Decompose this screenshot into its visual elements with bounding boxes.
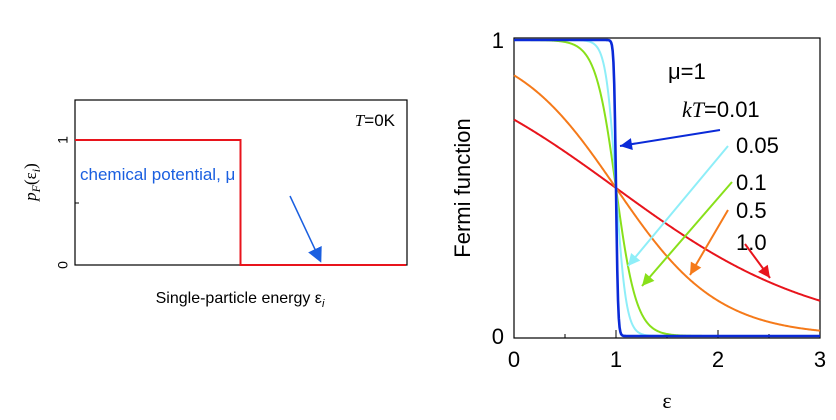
arrowhead-kt-1.0 xyxy=(758,264,770,278)
right-xtick-label-3: 3 xyxy=(814,347,826,372)
fermi-curve-kt-0.1 xyxy=(514,39,820,337)
fermi-curve-kt-0.05 xyxy=(514,39,820,337)
arrow-kt-0.5 xyxy=(689,209,729,276)
left-ytick-label-1: 1 xyxy=(55,136,71,144)
series-label-kt-0.5: 0.5 xyxy=(736,198,767,223)
right-ytick-label-1: 1 xyxy=(492,28,504,53)
right-xlabel: ε xyxy=(662,388,671,413)
right-mu-label: μ=1 xyxy=(668,59,706,84)
right-curves xyxy=(513,38,821,338)
right-ticks: 0 1 2 3 0 1 xyxy=(492,28,826,372)
arrow-kt-0.05 xyxy=(627,145,729,267)
left-chemical-potential-label: chemical potential, μ xyxy=(80,165,235,184)
arrowhead-kt-0.01 xyxy=(620,138,633,151)
arrowhead-kt-0.5 xyxy=(690,261,702,275)
right-xtick-label-2: 2 xyxy=(712,347,724,372)
right-kt-label: kT=0.01 xyxy=(682,97,760,122)
right-series-labels: 0.05 0.1 0.5 1.0 xyxy=(736,133,779,255)
series-label-kt-0.05: 0.05 xyxy=(736,133,779,158)
right-xtick-label-1: 1 xyxy=(610,347,622,372)
left-ytick-label-0: 0 xyxy=(55,261,71,269)
arrowhead-kt-0.05 xyxy=(628,252,641,266)
fermi-curve-kt-0.01 xyxy=(514,38,820,338)
left-ylabel: pF(εi) xyxy=(21,163,43,202)
left-step-series xyxy=(75,139,406,266)
left-chemical-potential-arrow xyxy=(289,195,322,263)
series-label-kt-1.0: 1.0 xyxy=(736,230,767,255)
fermi-curve-kt-1.0 xyxy=(513,118,821,302)
arrow-kt-0.01 xyxy=(619,129,721,147)
right-ytick-label-0: 0 xyxy=(492,324,504,349)
series-label-kt-0.1: 0.1 xyxy=(736,170,767,195)
fermi-curve-kt-0.5 xyxy=(513,74,821,332)
right-ylabel: Fermi function xyxy=(450,118,475,257)
right-plot-frame xyxy=(513,37,821,339)
left-xlabel: Single-particle energy εi xyxy=(156,290,325,310)
left-temperature-label: T=0K xyxy=(355,111,396,130)
arrowhead-kt-0.1 xyxy=(642,272,655,286)
left-chart: 0 1 pF(εi) Single-particle energy εi T=0… xyxy=(21,99,408,310)
arrow-kt-0.1 xyxy=(641,181,733,287)
right-chart: 0 1 2 3 0 1 Fermi function ε μ=1 kT=0.01 0.05… xyxy=(450,28,826,413)
right-arrows xyxy=(619,129,771,287)
right-xtick-label-0: 0 xyxy=(508,347,520,372)
